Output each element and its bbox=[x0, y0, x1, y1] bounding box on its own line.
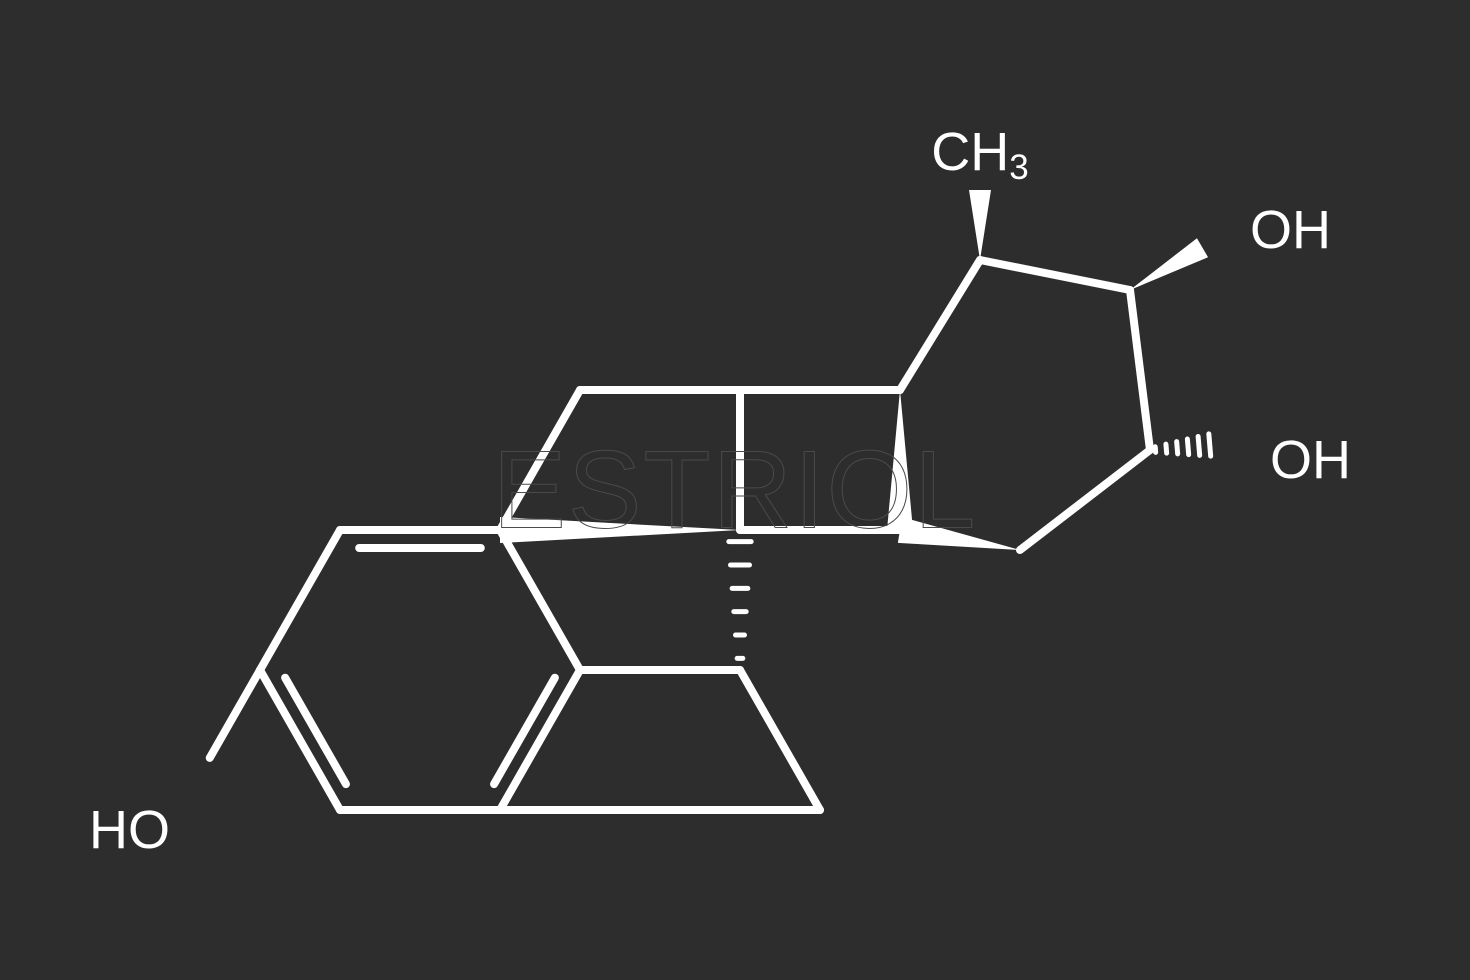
molecule-canvas: ESTRIOL HOCH3OHOH bbox=[0, 0, 1470, 980]
atom-label-M18: CH3 bbox=[931, 125, 1029, 179]
atom-label-OH17: OH bbox=[1250, 203, 1331, 257]
atom-label-OH16: OH bbox=[1270, 433, 1351, 487]
molecule-structure bbox=[0, 0, 1470, 980]
atom-label-OHph: HO bbox=[89, 803, 170, 857]
